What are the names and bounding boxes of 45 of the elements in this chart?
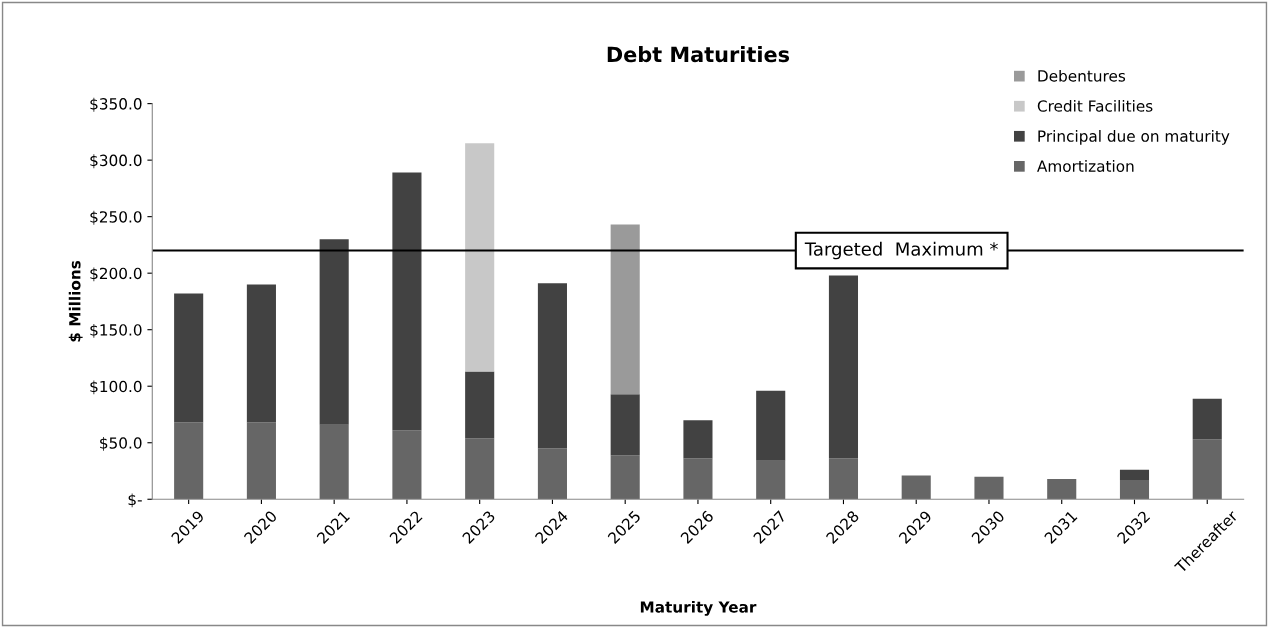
- y-tick-label: $-: [128, 493, 142, 508]
- bar: [1119, 469, 1150, 481]
- bar: [246, 284, 276, 423]
- bar: [1119, 480, 1150, 500]
- bar: [392, 430, 422, 500]
- y-tick-label: $200.0: [90, 267, 142, 282]
- bar: [756, 460, 786, 500]
- x-axis-title: Maturity Year: [640, 600, 757, 616]
- y-tick-label: $150.0: [90, 323, 142, 338]
- bar: [610, 224, 640, 395]
- legend-label: Principal due on maturity: [1038, 130, 1230, 145]
- bar: [465, 438, 495, 500]
- bar: [756, 390, 786, 461]
- bar: [1047, 478, 1077, 500]
- y-tick-label: $300.0: [90, 154, 142, 169]
- bar: [683, 420, 713, 459]
- y-tick-label: $50.0: [100, 436, 142, 451]
- bar: [465, 371, 495, 439]
- y-tick-label: $350.0: [90, 97, 142, 112]
- bar: [1192, 439, 1222, 500]
- bar: [174, 293, 204, 423]
- bar: [174, 422, 204, 500]
- legend-label: Credit Facilities: [1037, 99, 1153, 112]
- bar: [610, 394, 640, 456]
- bar: [974, 476, 1004, 500]
- bar: [537, 448, 567, 500]
- chart-title: Debt Maturities: [607, 46, 790, 63]
- bar: [683, 458, 713, 500]
- bar: [319, 239, 349, 425]
- bar: [901, 475, 931, 500]
- legend-label: Debentures: [1038, 69, 1126, 82]
- bar: [319, 424, 349, 500]
- bar: [537, 283, 567, 449]
- bar: [610, 455, 640, 500]
- bar: [1192, 398, 1222, 440]
- bar: [828, 458, 859, 500]
- y-tick-label: $250.0: [90, 210, 142, 225]
- y-axis-title: $ Millions: [68, 260, 83, 342]
- bar: [246, 422, 276, 500]
- bar: [465, 143, 495, 372]
- y-tick-label: $100.0: [90, 380, 142, 395]
- legend-label: Amortization: [1037, 160, 1134, 172]
- bar: [828, 275, 859, 459]
- bar: [392, 172, 422, 431]
- ref-line-label: Targeted Maximum *: [804, 241, 998, 260]
